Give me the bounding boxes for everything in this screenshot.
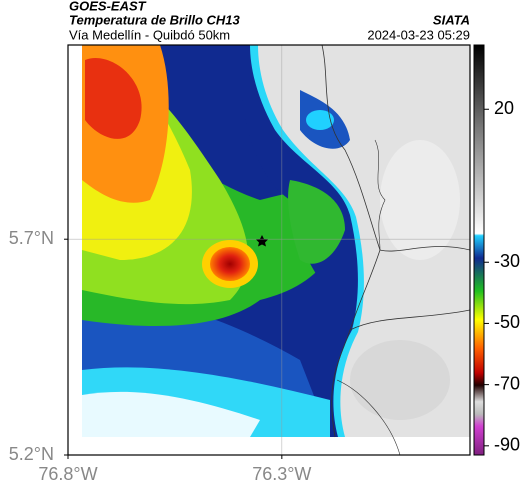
y-tick-label: 5.2°N: [9, 444, 54, 464]
subtitle: Vía Medellín - Quibdó 50km: [69, 27, 230, 42]
datetime: 2024-03-23 05:29: [367, 27, 470, 42]
colorbar-label: -70: [494, 373, 520, 393]
y-tick-label: 5.7°N: [9, 228, 54, 248]
map-frame: [67, 44, 471, 456]
title: Temperatura de Brillo CH13: [69, 12, 241, 27]
colorbar-label: -90: [494, 435, 520, 455]
imagery: [68, 45, 470, 455]
colorbar-label: -30: [494, 251, 520, 271]
source: SIATA: [433, 12, 470, 27]
colorbar-label: -50: [494, 312, 520, 332]
colorbar-label: 20: [494, 98, 514, 118]
satellite: GOES-EAST: [69, 0, 147, 13]
x-tick-label: 76.3°W: [252, 464, 311, 484]
colorbar: [473, 44, 485, 456]
x-tick-label: 76.8°W: [38, 464, 97, 484]
